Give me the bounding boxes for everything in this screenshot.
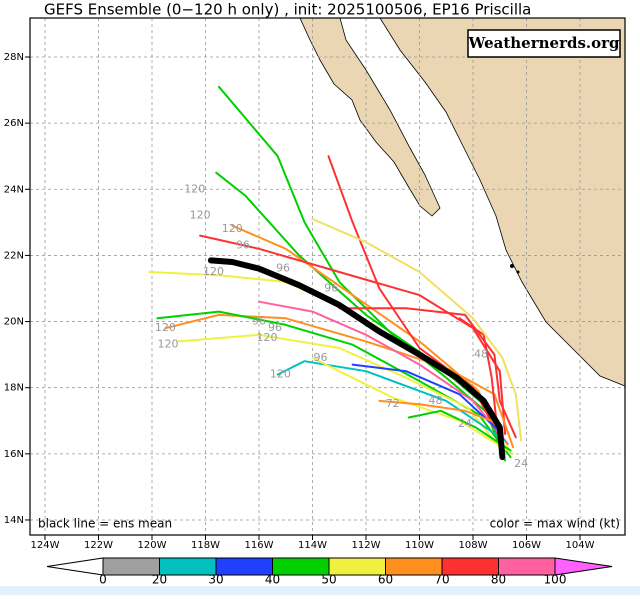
lat-tick-label: 18N [4,383,24,394]
lon-tick-label: 110W [405,540,434,551]
member-track [458,317,499,429]
hour-label: 48 [474,348,488,361]
colorbar-label: 0 [99,573,107,587]
member-track [258,300,509,445]
member-track [378,399,501,426]
member-track [276,360,507,442]
hour-label: 96 [314,351,328,364]
note-left: black line = ens mean [38,517,172,531]
colorbar-label: 60 [378,573,393,587]
hour-label: 48 [429,394,443,407]
map-frame [29,17,626,536]
watermark-box [467,29,621,58]
bottom-strip [0,586,640,595]
hour-label: 120 [270,367,291,380]
title: GEFS Ensemble (0−120 h only) , init: 202… [44,1,531,19]
lat-tick-label: 20N [4,317,24,328]
member-track [311,356,515,455]
lon-tick-label: 122W [84,540,113,551]
member-track [407,409,512,452]
lon-tick-label: 106W [512,540,541,551]
hour-label: 120 [203,265,224,278]
hour-label: 120 [257,331,278,344]
lat-tick-label: 26N [4,118,24,129]
member-track [199,234,507,435]
lat-tick-label: 24N [4,184,24,195]
hour-label: 120 [222,222,243,235]
lon-tick-label: 104W [566,540,595,551]
hour-label: 96 [236,238,250,251]
island [516,270,520,274]
colorbar-label: 100 [544,573,567,587]
lat-tick-label: 28N [4,52,24,63]
colorbar-above [554,557,613,576]
lon-tick-label: 112W [352,540,381,551]
lon-tick-label: 118W [191,540,220,551]
member-track [351,363,504,435]
member-track [311,218,523,442]
lon-tick-label: 120W [138,540,167,551]
hour-label: 96 [276,262,290,275]
baja-california [299,17,441,217]
hour-label: 120 [184,182,205,195]
colorbar-label: 50 [321,573,336,587]
member-track [156,310,512,459]
lon-tick-label: 116W [245,540,274,551]
mean-track [207,257,506,461]
hour-label: 120 [158,338,179,351]
colorbar-label: 40 [265,573,280,587]
lat-tick-label: 16N [4,449,24,460]
member-track [338,307,517,439]
colorbar-label: 80 [491,573,506,587]
lat-tick-label: 22N [4,250,24,261]
hour-label: 72 [386,397,400,410]
lat-tick-label: 14N [4,515,24,526]
hour-label: 96 [252,315,266,328]
colorbar-label: 20 [152,573,167,587]
hour-label: 120 [190,209,211,222]
hour-label: 120 [155,321,176,334]
hour-label: 24 [458,417,472,430]
watermark: Weathernerds.org [467,34,620,52]
colorbar-label: 30 [208,573,223,587]
mainland-mexico [379,17,626,387]
hour-label: 24 [514,457,528,470]
lon-tick-label: 108W [459,540,488,551]
hour-label: 96 [268,321,282,334]
hour-label: 96 [324,281,338,294]
lon-tick-label: 124W [31,540,60,551]
note-right: color = max wind (kt) [490,517,620,531]
island [510,264,514,268]
lon-tick-label: 114W [298,540,327,551]
colorbar-label: 70 [434,573,449,587]
